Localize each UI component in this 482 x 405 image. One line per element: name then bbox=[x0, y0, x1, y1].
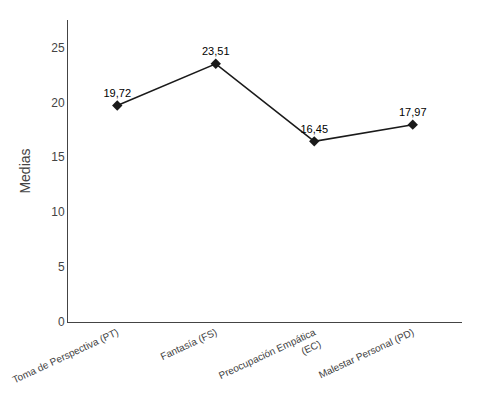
svg-text:16,45: 16,45 bbox=[300, 123, 328, 135]
svg-text:23,51: 23,51 bbox=[202, 45, 230, 57]
svg-text:Fantasía (FS): Fantasía (FS) bbox=[159, 326, 219, 362]
svg-text:Malestar Personal (PD): Malestar Personal (PD) bbox=[317, 326, 416, 380]
svg-text:10: 10 bbox=[51, 205, 65, 219]
svg-text:20: 20 bbox=[51, 96, 65, 110]
svg-text:5: 5 bbox=[58, 260, 65, 274]
svg-text:Toma de Perspectiva (PT): Toma de Perspectiva (PT) bbox=[11, 326, 120, 385]
svg-text:15: 15 bbox=[51, 150, 65, 164]
svg-text:0: 0 bbox=[58, 315, 65, 329]
svg-text:19,72: 19,72 bbox=[103, 87, 131, 99]
svg-text:17,97: 17,97 bbox=[399, 106, 427, 118]
svg-text:Medias: Medias bbox=[17, 148, 33, 193]
svg-text:25: 25 bbox=[51, 41, 65, 55]
svg-text:Preocupación Empática(EC): Preocupación Empática(EC) bbox=[217, 326, 323, 393]
